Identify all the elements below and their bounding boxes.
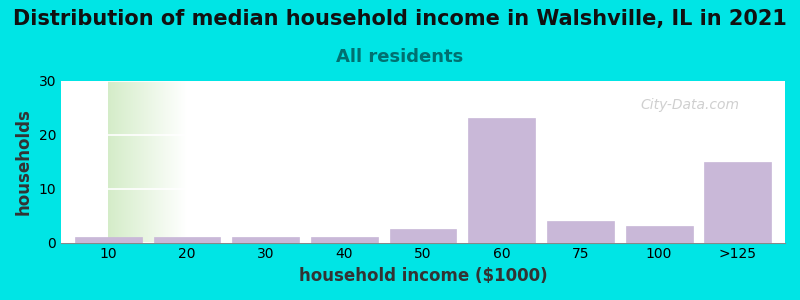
Text: Distribution of median household income in Walshville, IL in 2021: Distribution of median household income …	[13, 9, 787, 29]
Bar	[468, 118, 535, 243]
Bar	[311, 237, 378, 243]
Bar	[154, 237, 220, 243]
Text: City-Data.com: City-Data.com	[640, 98, 739, 112]
Text: All residents: All residents	[336, 48, 464, 66]
Bar	[75, 237, 142, 243]
Bar	[390, 229, 457, 243]
Y-axis label: households: households	[15, 108, 33, 215]
X-axis label: household income ($1000): household income ($1000)	[298, 267, 547, 285]
Bar	[232, 237, 299, 243]
Bar	[547, 221, 614, 243]
Bar	[704, 161, 771, 243]
Bar	[626, 226, 693, 243]
